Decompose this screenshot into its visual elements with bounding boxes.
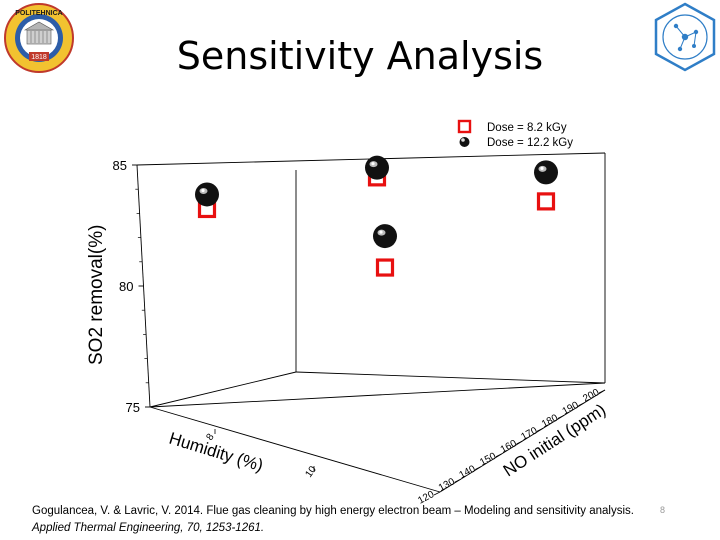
floor-front-edge xyxy=(149,406,441,493)
y-tick-mark xyxy=(557,415,564,419)
slide-title: Sensitivity Analysis xyxy=(176,34,544,78)
university-seal-icon: POLITEHNICA 1818 xyxy=(4,3,74,73)
y-tick-mark xyxy=(433,491,441,496)
y-tick-mark xyxy=(516,440,523,445)
z-axis-ticks: 85 80 75 xyxy=(113,158,150,415)
point-sphere-marker xyxy=(534,160,558,185)
y-tick-mark xyxy=(475,466,482,470)
floor-left-edge xyxy=(149,371,297,408)
y-tick-mark xyxy=(536,427,544,432)
points-layer xyxy=(195,155,558,277)
point-square-marker xyxy=(536,192,556,211)
point-square-marker xyxy=(375,258,395,277)
citation: Gogulancea, V. & Lavric, V. 2014. Flue g… xyxy=(32,503,712,537)
z-tick-label: 85 xyxy=(113,158,127,173)
floor-right-edge xyxy=(295,371,606,384)
x-tick-label: 8 xyxy=(204,431,216,442)
point-sphere-marker xyxy=(195,182,219,207)
z-axis-label: SO2 removal(%) xyxy=(86,225,107,365)
point-sphere-marker xyxy=(365,155,389,180)
citation-line-1: Gogulancea, V. & Lavric, V. 2014. Flue g… xyxy=(32,505,634,517)
y-tick-label: 140 xyxy=(457,463,477,481)
y-tick-mark xyxy=(454,478,461,483)
legend-label-1: Dose = 8.2 kGy xyxy=(487,122,567,134)
hexagon-molecule-logo-icon xyxy=(654,2,716,72)
z-tick-label: 80 xyxy=(119,279,133,294)
legend: Dose = 8.2 kGy Dose = 12.2 kGy xyxy=(457,119,573,149)
floor-back-edge xyxy=(149,382,606,408)
seal-year-text: 1818 xyxy=(31,54,47,61)
y-axis-label: NO initial (ppm) xyxy=(500,400,609,480)
y-tick-label: 150 xyxy=(478,451,498,469)
legend-marker-square xyxy=(457,119,472,134)
point-sphere-marker xyxy=(373,224,397,249)
citation-line-2: Applied Thermal Engineering, 70, 1253-12… xyxy=(32,522,265,534)
page-number: 8 xyxy=(660,505,666,515)
z-tick-label: 75 xyxy=(126,400,140,415)
legend-marker-sphere xyxy=(459,137,470,147)
y-tick-mark xyxy=(578,402,585,407)
y-tick-mark xyxy=(495,453,503,458)
y-tick-mark xyxy=(598,389,606,394)
legend-label-2: Dose = 12.2 kGy xyxy=(487,137,573,149)
seal-top-text: POLITEHNICA xyxy=(15,10,62,17)
x-tick-label: 10 xyxy=(303,464,319,480)
y-tick-label: 130 xyxy=(437,476,457,494)
x-axis-label: Humidity (%) xyxy=(167,429,266,476)
